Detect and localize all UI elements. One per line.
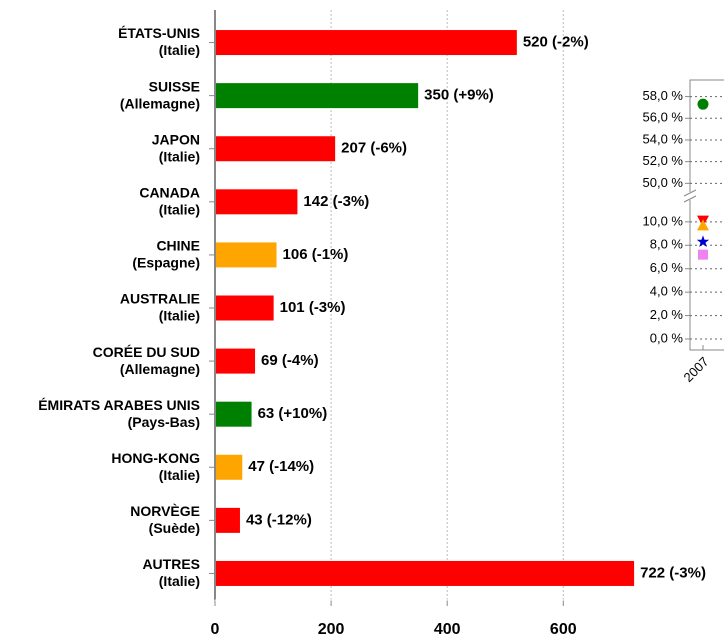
value-label: 142 (-3%) <box>303 193 369 210</box>
bar <box>215 83 419 109</box>
axis-break <box>684 192 696 200</box>
category-sublabel: (Italie) <box>159 308 200 324</box>
value-label: 722 (-3%) <box>640 564 706 581</box>
bar <box>215 295 274 321</box>
marker <box>698 249 708 260</box>
marker <box>697 219 709 231</box>
value-label: 207 (-6%) <box>341 140 407 157</box>
value-label: 47 (-14%) <box>248 458 314 475</box>
category-label: HONG-KONG <box>111 450 200 466</box>
bar <box>215 242 277 268</box>
category-label: CORÉE DU SUD <box>93 344 200 360</box>
category-sublabel: (Allemagne) <box>120 95 200 111</box>
category-label: AUSTRALIE <box>120 291 200 307</box>
axis-break-mark <box>683 189 697 197</box>
y-tick-label: 6,0 % <box>650 260 684 275</box>
category-label: CHINE <box>156 238 200 254</box>
inset-frame <box>689 79 724 351</box>
value-label: 69 (-4%) <box>261 352 319 369</box>
bar <box>215 30 517 56</box>
category-label: ÉTATS-UNIS <box>118 25 200 41</box>
category-label: NORVÈGE <box>130 503 200 519</box>
value-label: 520 (-2%) <box>523 34 589 51</box>
value-label: 101 (-3%) <box>280 299 346 316</box>
y-tick-label: 8,0 % <box>650 237 684 252</box>
category-sublabel: (Allemagne) <box>120 361 200 377</box>
category-sublabel: (Espagne) <box>132 255 200 271</box>
y-tick-label: 4,0 % <box>650 284 684 299</box>
marker <box>697 98 709 110</box>
y-tick-label: 10,0 % <box>643 213 684 228</box>
y-tick-label: 2,0 % <box>650 307 684 322</box>
bar <box>215 348 256 374</box>
x-tick-label: 600 <box>550 621 577 638</box>
category-sublabel: (Italie) <box>159 573 200 589</box>
category-sublabel: (Italie) <box>159 467 200 483</box>
bar <box>215 560 635 586</box>
y-tick-label: 56,0 % <box>643 110 684 125</box>
y-tick-label: 50,0 % <box>643 175 684 190</box>
category-label: CANADA <box>139 185 200 201</box>
value-label: 63 (+10%) <box>258 405 328 422</box>
value-label: 350 (+9%) <box>424 87 494 104</box>
category-sublabel: (Suède) <box>149 520 200 536</box>
category-label: JAPON <box>152 131 200 147</box>
category-sublabel: (Pays-Bas) <box>128 414 200 430</box>
category-label: AUTRES <box>142 556 200 572</box>
category-sublabel: (Italie) <box>159 148 200 164</box>
bar <box>215 189 298 215</box>
y-tick-label: 54,0 % <box>643 131 684 146</box>
y-tick-label: 52,0 % <box>643 153 684 168</box>
x-tick-label: 2007 <box>680 354 711 385</box>
bar <box>215 507 240 533</box>
x-tick-label: 0 <box>211 621 220 638</box>
category-sublabel: (Italie) <box>159 202 200 218</box>
value-label: 106 (-1%) <box>283 246 349 263</box>
x-tick-label: 200 <box>318 621 345 638</box>
marker <box>696 235 710 247</box>
bar <box>215 454 243 480</box>
bar <box>215 401 252 427</box>
bar <box>215 136 336 162</box>
category-label: ÉMIRATS ARABES UNIS <box>38 397 200 413</box>
value-label: 43 (-12%) <box>246 511 312 528</box>
x-tick-label: 400 <box>434 621 461 638</box>
category-sublabel: (Italie) <box>159 42 200 58</box>
y-tick-label: 0,0 % <box>650 330 684 345</box>
axis-break-mark <box>683 195 697 203</box>
category-label: SUISSE <box>149 78 200 94</box>
y-tick-label: 58,0 % <box>643 88 684 103</box>
